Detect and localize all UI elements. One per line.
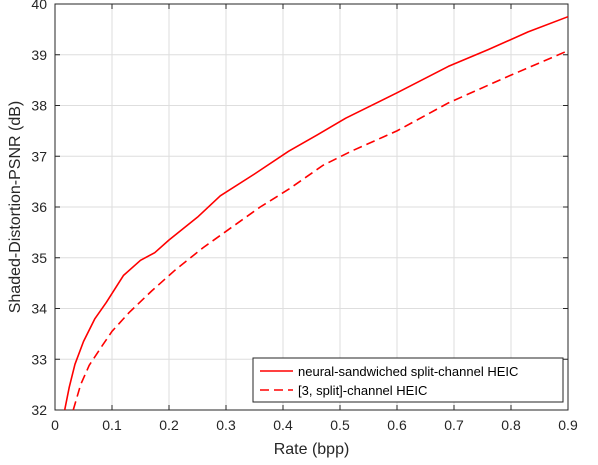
legend-box [252,357,564,403]
y-tick-label: 39 [31,47,47,63]
y-tick-label: 37 [31,148,47,164]
series-line-2 [72,49,569,411]
y-tick-label: 38 [31,98,47,114]
y-tick-label: 33 [31,351,47,367]
x-tick-label: 0.2 [159,417,179,433]
x-tick-label: 0 [51,417,59,433]
axis-ticks: 0 0.1 0.2 0.3 0.4 0.5 0.6 0.7 0.8 0.9 32 33 34 35 36 37… [31,0,578,433]
x-tick-label: 0.7 [444,417,464,433]
x-tick-label: 0.6 [387,417,407,433]
y-tick-label: 35 [31,250,47,266]
x-tick-label: 0.3 [216,417,236,433]
x-tick-label: 0.5 [330,417,350,433]
series-line-1 [63,15,569,411]
x-tick-label: 0.8 [501,417,521,433]
y-tick-label: 36 [31,199,47,215]
x-tick-label: 0.9 [558,417,578,433]
y-tick-label: 32 [31,402,47,418]
legend-label-2: [3, split]-channel HEIC [298,383,427,398]
x-tick-label: 0.1 [102,417,122,433]
x-tick-label: 0.4 [273,417,293,433]
y-tick-label: 40 [31,0,47,12]
y-axis-label: Shaded-Distortion-PSNR (dB) [7,101,24,314]
legend: neural-sandwiched split-channel HEIC [3, … [252,357,564,403]
legend-label-1: neural-sandwiched split-channel HEIC [298,364,518,379]
x-axis-label: Rate (bpp) [274,441,350,458]
data-series [63,15,569,411]
grid-lines [54,3,569,411]
y-tick-label: 34 [31,301,47,317]
